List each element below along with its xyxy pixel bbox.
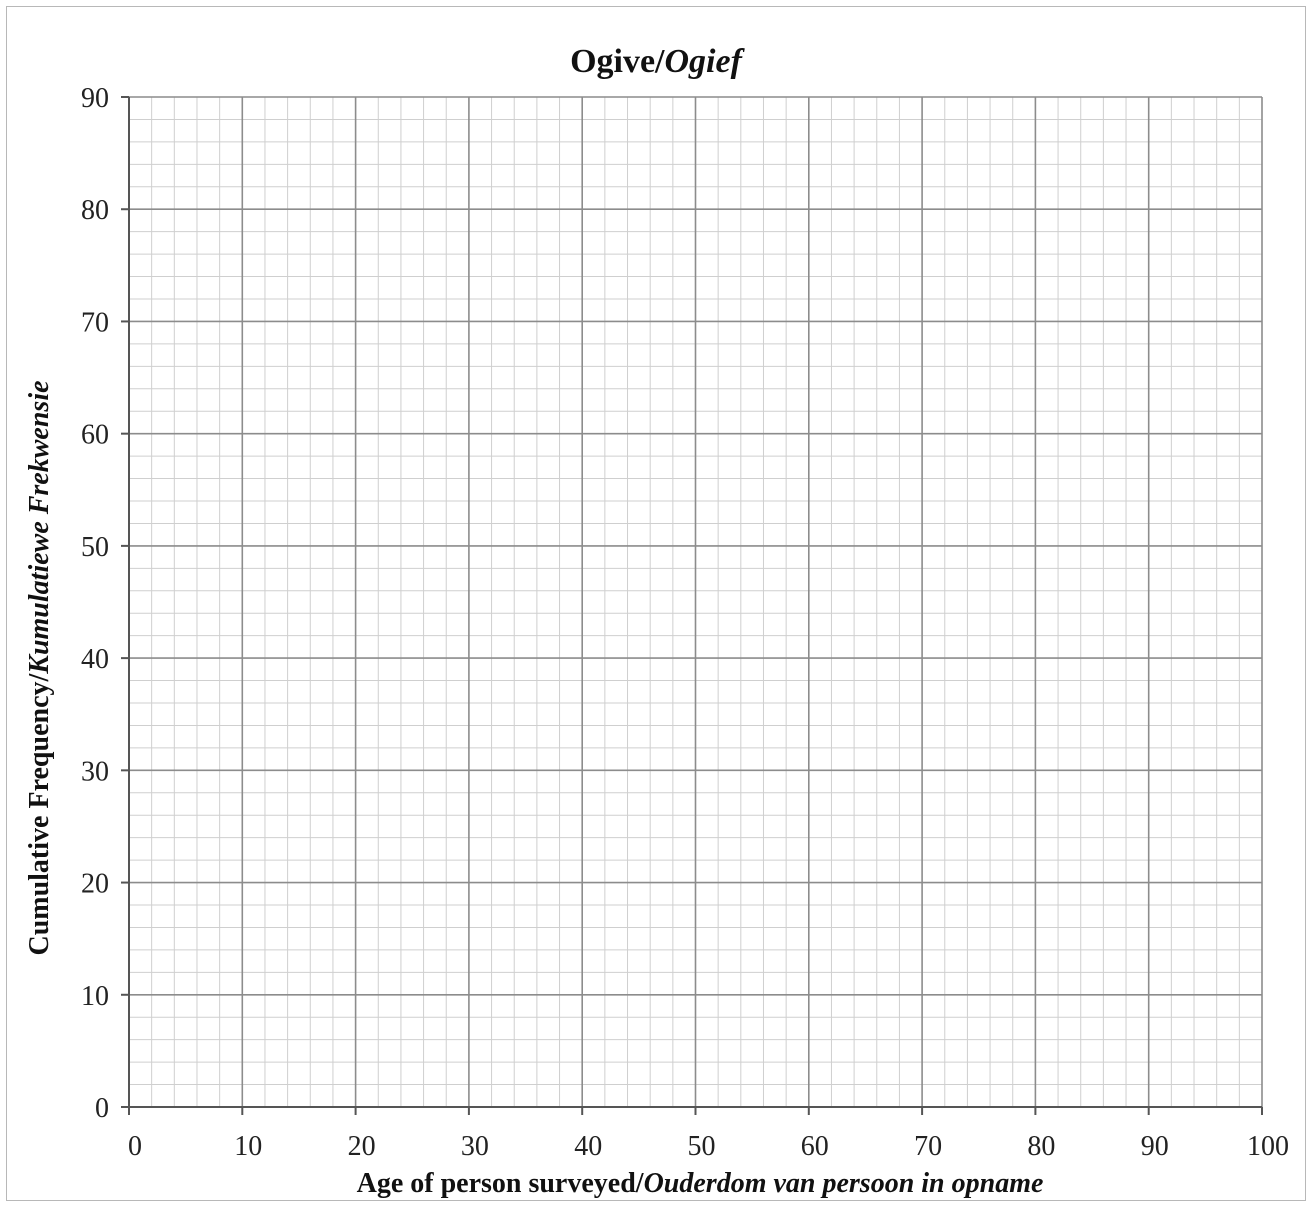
y-axis-title-main: Cumulative Frequency/ (24, 673, 55, 956)
y-axis-title: Cumulative Frequency/Kumulatiewe Frekwen… (24, 380, 55, 955)
y-tick-label: 0 (95, 1093, 109, 1124)
x-tick-label: 80 (1027, 1131, 1055, 1162)
x-tick-labels: 0 10 20 30 40 50 60 70 80 90 100 (128, 1131, 1289, 1162)
x-tick-label: 100 (1247, 1131, 1289, 1162)
chart-frame (6, 6, 1306, 1201)
y-tick-label: 90 (81, 83, 109, 114)
chart-title: Ogive/Ogief (570, 43, 746, 80)
axes (121, 96, 1263, 1115)
chart-title-main: Ogive/ (570, 43, 665, 80)
y-tick-label: 70 (81, 307, 109, 338)
x-tick-label: 60 (801, 1131, 829, 1162)
major-grid (128, 96, 1263, 1108)
y-axis-title-italic: Kumulatiewe Frekwensie (24, 380, 55, 674)
x-tick-label: 10 (234, 1131, 262, 1162)
minor-grid (129, 97, 1262, 1107)
x-tick-label: 90 (1141, 1131, 1169, 1162)
y-tick-labels: 0 10 20 30 40 50 60 70 80 90 (81, 83, 109, 1124)
y-tick-label: 80 (81, 195, 109, 226)
y-tick-label: 50 (81, 532, 109, 563)
y-tick-label: 30 (81, 756, 109, 787)
y-tick-label: 40 (81, 644, 109, 675)
x-tick-label: 70 (914, 1131, 942, 1162)
x-axis-title-main: Age of person surveyed/ (357, 1168, 645, 1199)
y-tick-label: 10 (81, 981, 109, 1012)
chart-title-italic: Ogief (665, 43, 746, 80)
x-tick-label: 30 (461, 1131, 489, 1162)
y-tick-label: 60 (81, 420, 109, 451)
x-tick-label: 0 (128, 1131, 142, 1162)
x-tick-label: 50 (688, 1131, 716, 1162)
x-tick-label: 20 (348, 1131, 376, 1162)
x-axis-title: Age of person surveyed/Ouderdom van pers… (357, 1168, 1044, 1199)
y-tick-label: 20 (81, 869, 109, 900)
x-axis-title-italic: Ouderdom van persoon in opname (644, 1168, 1044, 1199)
x-tick-label: 40 (574, 1131, 602, 1162)
